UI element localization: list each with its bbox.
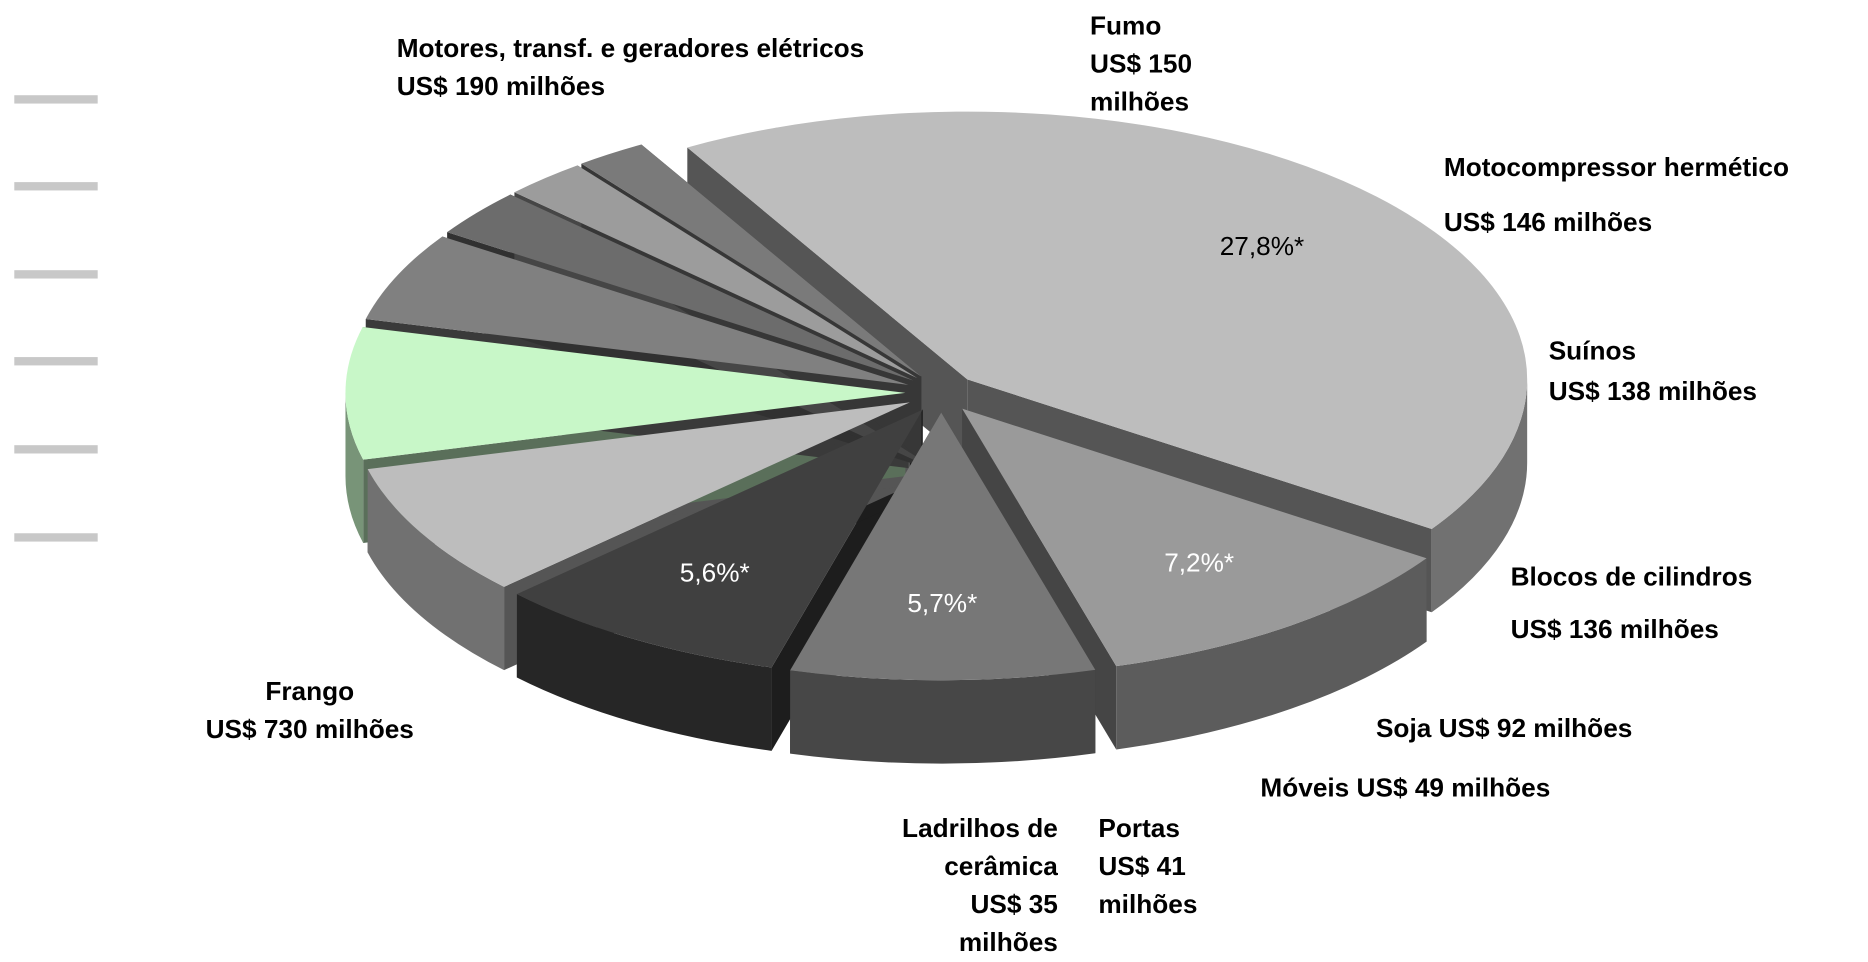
category-label: Portas [1098, 812, 1180, 843]
slice-label: Blocos de cilindros US$ 136 milhões [1511, 551, 1845, 656]
slice [345, 326, 906, 460]
percent-label: 27,8%* [1220, 231, 1304, 261]
slice-label: Móveis US$ 49 milhões [1260, 769, 1641, 807]
slice-label: Soja US$ 92 milhões [1376, 709, 1733, 747]
slice [962, 408, 1427, 667]
category-label: Ladrilhos de cerâmica [902, 812, 1058, 881]
slice-wall [790, 669, 1096, 764]
category-label: Móveis [1260, 772, 1350, 803]
slice-wall [516, 594, 772, 751]
percent-label: 5,7%* [907, 588, 977, 618]
side-decoration [14, 95, 98, 542]
value-label: US$ 190 milhões [396, 71, 606, 102]
value-label: US$ 730 milhões [205, 714, 414, 744]
slice-label: Motores, transf. e geradores elétricos US… [397, 30, 1016, 106]
slice-label: Ladrilhos de cerâmica US$ 35 milhões [867, 809, 1058, 961]
percent-labels: 27,8%* 7,2%* 5,7%* 5,6%* [680, 231, 1304, 618]
slice-label: Fumo US$ 150 milhões [1090, 7, 1221, 121]
category-label: Soja [1375, 712, 1432, 743]
value-label: US$ 35 milhões [958, 889, 1058, 958]
category-label: Blocos de cilindros [1510, 561, 1753, 592]
category-label: Suínos [1548, 335, 1637, 366]
slice-wall [1116, 558, 1427, 750]
slice [367, 402, 910, 587]
category-label: Fumo [1090, 10, 1162, 41]
slice-wall [345, 392, 364, 543]
slice [447, 194, 914, 381]
percent-label: 5,6%* [680, 558, 750, 588]
slice-wall [367, 469, 505, 671]
slice-wall [1431, 379, 1528, 613]
slice [581, 144, 922, 377]
value-label: US$ 146 milhões [1443, 207, 1653, 237]
value-label: US$ 136 milhões [1510, 614, 1719, 644]
value-label: US$ 49 milhões [1356, 772, 1551, 803]
slice-label: Motocompressor hermético US$ 146 milhões [1444, 140, 1868, 250]
value-label: US$ 92 milhões [1438, 712, 1633, 743]
slice-label: Portas US$ 41 milhões [1098, 809, 1217, 923]
slice [790, 412, 1096, 681]
slice-tops [345, 111, 1528, 681]
category-label: Motores, transf. e geradores elétricos [396, 33, 865, 64]
category-label: Frango [265, 676, 355, 706]
value-label: US$ 41 milhões [1098, 851, 1198, 919]
percent-label: 7,2%* [1164, 548, 1234, 578]
slice [365, 236, 909, 385]
slice-label: Frango US$ 730 milhões [179, 673, 441, 749]
slice [514, 165, 918, 379]
slice-label: Suínos US$ 138 milhões [1549, 331, 1859, 412]
slice-walls [345, 379, 1528, 764]
slice [687, 111, 1528, 529]
slice [516, 409, 923, 668]
value-label: US$ 150 milhões [1090, 48, 1193, 117]
category-label: Motocompressor hermético [1443, 152, 1790, 183]
value-label: US$ 138 milhões [1548, 376, 1758, 406]
